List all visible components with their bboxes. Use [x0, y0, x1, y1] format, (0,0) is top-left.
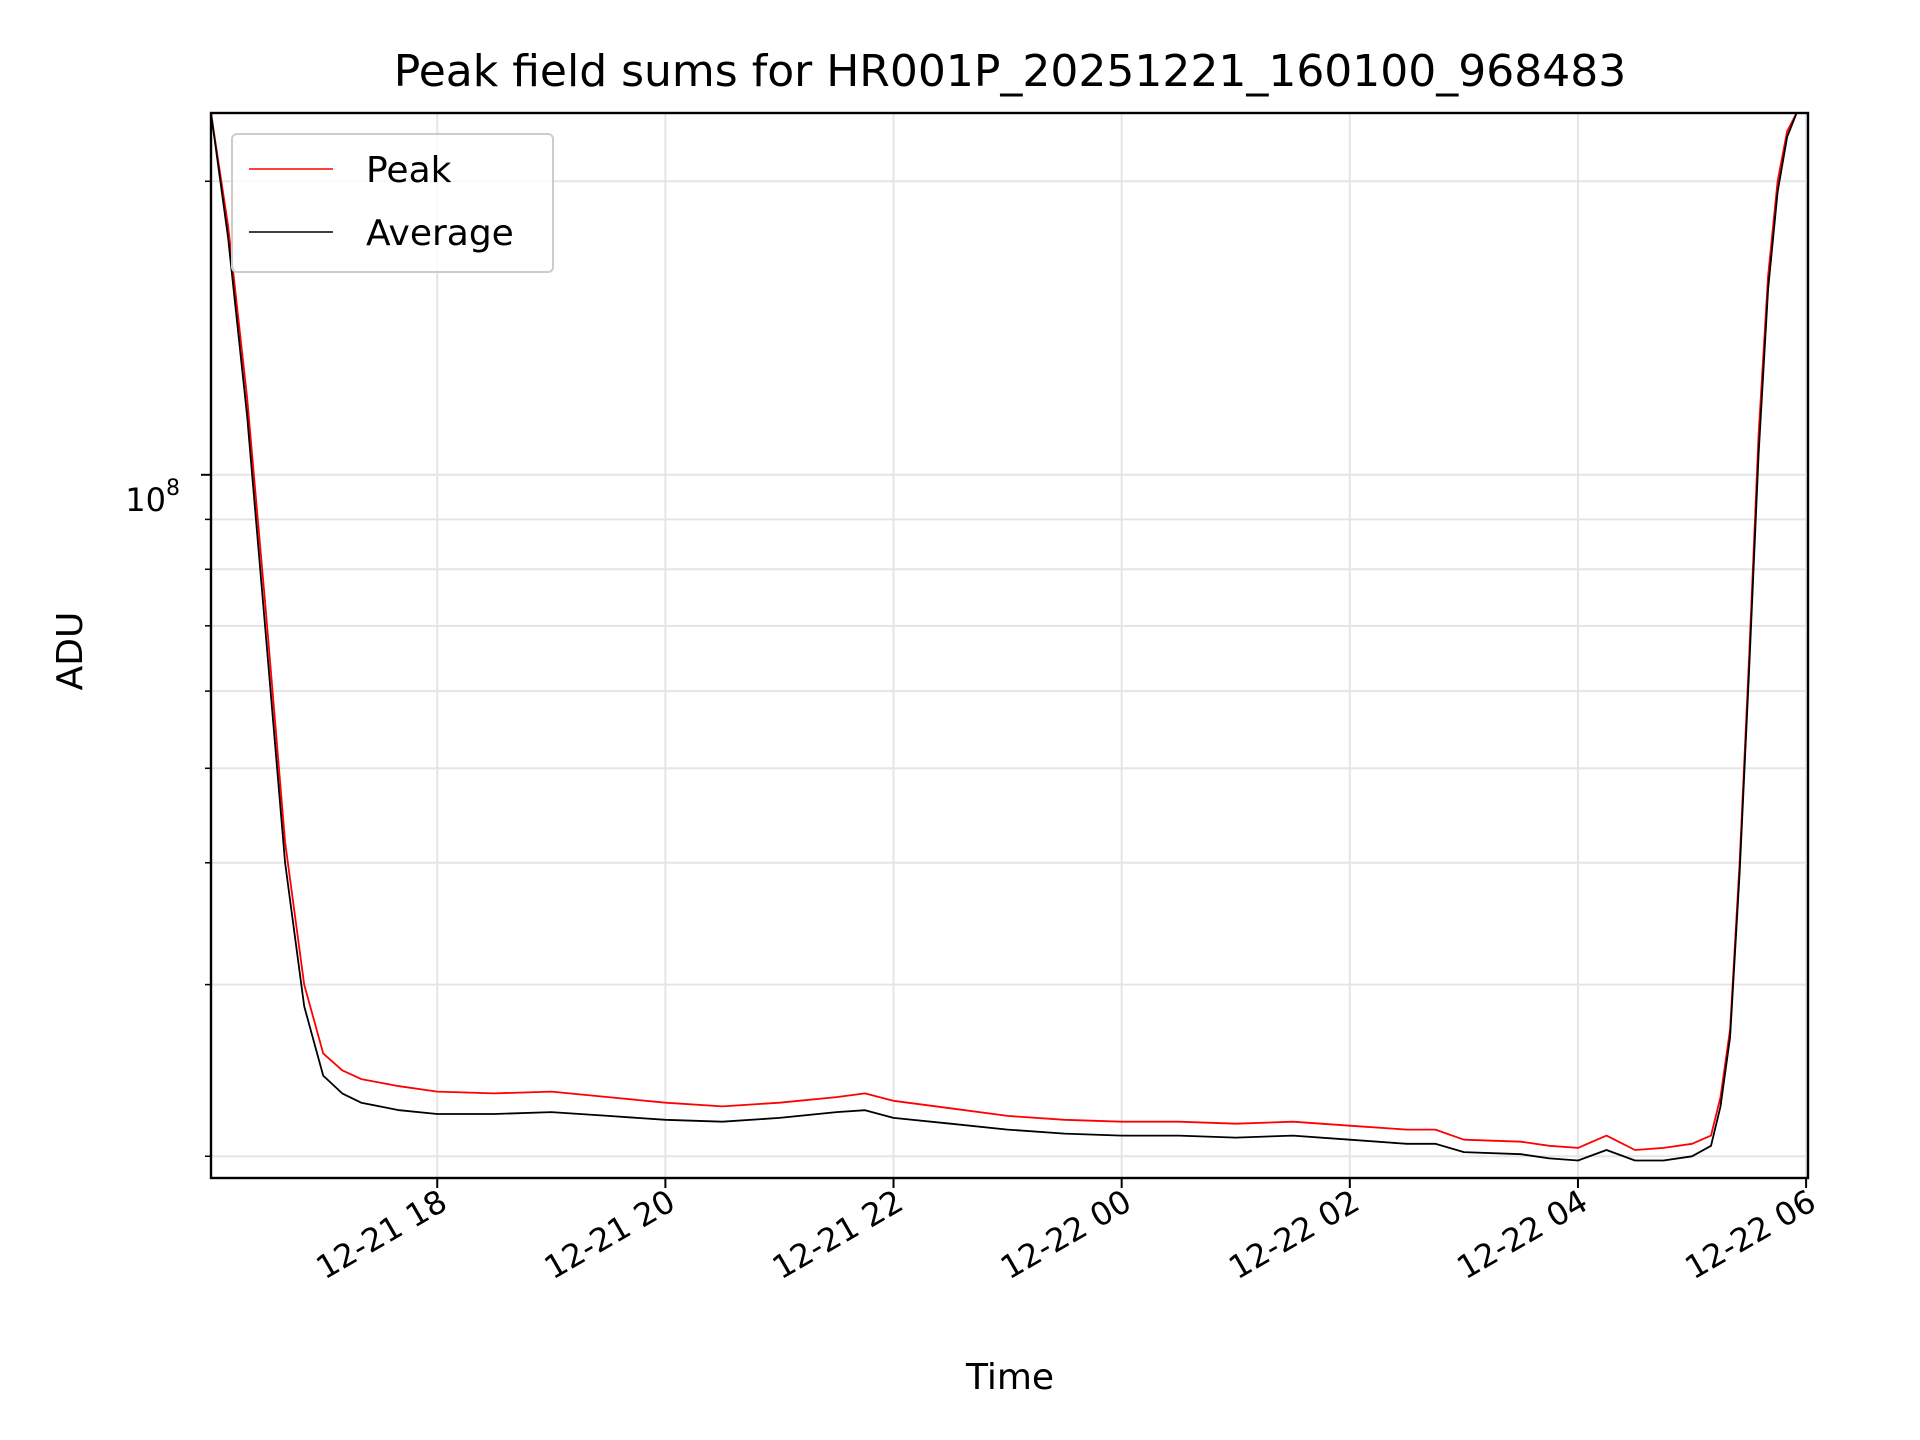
y-tick-exponent: 8 [166, 476, 180, 501]
y-tick-base: 10 [125, 481, 166, 519]
y-axis-label: ADU [50, 612, 91, 691]
series-line-average [211, 113, 1807, 1162]
gridlines [211, 113, 1808, 1178]
series-layer [211, 113, 1807, 1162]
chart-title: Peak field sums for HR001P_20251221_1601… [394, 46, 1627, 97]
plot-frame [209, 111, 1810, 1180]
legend: Peak Average [231, 133, 554, 273]
y-tick-label-1e8: 108 [125, 476, 180, 519]
legend-label-peak: Peak [366, 150, 452, 191]
x-axis-label: Time [965, 1357, 1054, 1398]
axis-ticks [201, 180, 1808, 1188]
legend-label-average: Average [366, 213, 514, 254]
